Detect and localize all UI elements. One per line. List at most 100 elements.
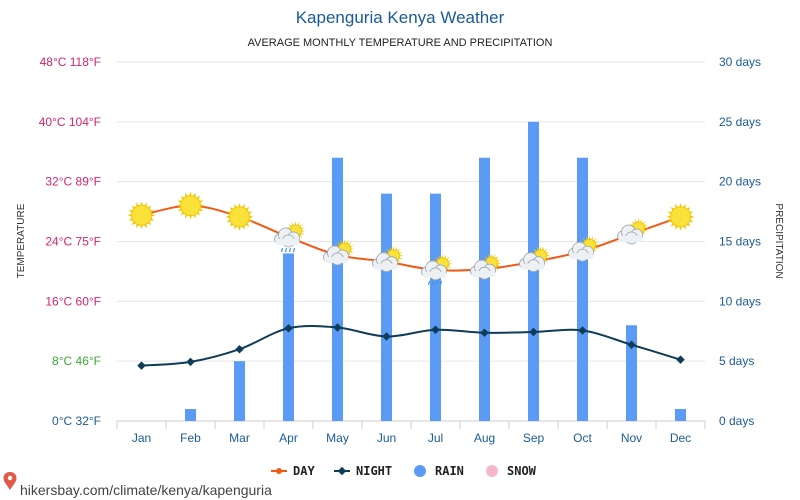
cloud-base (569, 253, 594, 260)
night-point (578, 326, 587, 335)
cloud-base (373, 263, 398, 270)
cloud-base (324, 256, 349, 263)
cloud-base (618, 236, 643, 243)
night-point (137, 361, 146, 370)
cloud-sun-icon (372, 245, 404, 273)
rain-bar (479, 157, 490, 421)
month-label: Jul (428, 431, 443, 445)
night-point (284, 324, 293, 333)
legend-swatch-marker (337, 466, 347, 476)
rain-drop (431, 280, 435, 286)
legend: DAY NIGHT RAIN SNOW (271, 464, 537, 478)
chart-title: Kapenguria Kenya Weather (296, 8, 505, 27)
night-point (480, 328, 489, 337)
month-label: Sep (523, 431, 545, 445)
legend-item-day: DAY (271, 464, 315, 478)
sun-icon (225, 202, 254, 231)
temperature-lines (137, 204, 685, 370)
sun-icon (666, 202, 695, 231)
legend-item-rain: RAIN (414, 464, 464, 478)
chart-subtitle: AVERAGE MONTHLY TEMPERATURE AND PRECIPIT… (248, 37, 553, 49)
right-axis-title: PRECIPITATION (773, 203, 784, 278)
right-tick-label: 25 days (719, 115, 761, 129)
month-label: Oct (573, 431, 592, 445)
rain-bar (577, 157, 588, 421)
rain-bar (626, 325, 637, 421)
sun-disc (229, 206, 250, 228)
rain-bar (430, 193, 441, 421)
left-axis-title: TEMPERATURE (16, 203, 27, 278)
legend-label: NIGHT (356, 464, 392, 478)
rain-bar (332, 157, 343, 421)
rain-bar (234, 361, 245, 421)
month-label: Apr (279, 431, 298, 445)
legend-swatch-marker (276, 468, 282, 474)
night-point (627, 340, 636, 349)
cloud-sun-icon (323, 238, 355, 266)
left-tick-label: 16°C 60°F (45, 294, 101, 308)
left-tick-label: 0°C 32°F (52, 414, 101, 428)
month-label: May (326, 431, 349, 445)
sun-icon (127, 201, 156, 230)
footer: hikersbay.com/climate/kenya/kapenguria (3, 472, 272, 498)
night-point (676, 355, 685, 364)
month-label: Dec (670, 431, 691, 445)
left-axis-ticks: 0°C 32°F 8°C 46°F 16°C 60°F 24°C 75°F 32°C 8… (39, 55, 101, 428)
month-label: Mar (229, 431, 250, 445)
rain-bar (675, 409, 686, 421)
cloud-rain-icon (421, 253, 453, 286)
cloud-sun-icon (617, 218, 649, 245)
cloud-sun-icon (470, 253, 502, 280)
right-tick-label: 15 days (719, 235, 761, 249)
legend-item-night: NIGHT (334, 464, 392, 478)
cloud-shape (421, 260, 447, 281)
legend-swatch-dot (414, 465, 426, 477)
sun-disc (670, 206, 691, 228)
month-label: Jan (132, 431, 151, 445)
legend-label: RAIN (435, 464, 464, 478)
month-label: Nov (621, 431, 642, 445)
cloud-shape (274, 227, 300, 248)
right-tick-label: 20 days (719, 175, 761, 189)
rain-drop (292, 247, 296, 253)
cloud-sun-icon (519, 245, 551, 273)
night-point (186, 357, 195, 367)
cloud-base (520, 263, 545, 270)
rain-drop (427, 280, 431, 286)
cloud-shape (519, 252, 545, 273)
left-tick-label: 24°C 75°F (45, 235, 101, 249)
location-pin-icon (3, 472, 17, 490)
rain-bar (283, 253, 294, 421)
night-point (431, 325, 440, 334)
night-point (333, 323, 342, 332)
left-tick-label: 48°C 118°F (40, 55, 101, 69)
month-label: Aug (474, 431, 495, 445)
cloud-shape (568, 241, 594, 262)
rain-drop (439, 280, 443, 286)
sun-icon (176, 191, 205, 220)
left-tick-label: 8°C 46°F (52, 354, 101, 368)
left-tick-label: 32°C 89°F (45, 175, 101, 189)
day-line (141, 204, 681, 272)
cloud-rain-icon (274, 221, 306, 253)
legend-label: SNOW (507, 464, 537, 478)
cloud-shape (617, 224, 643, 245)
rain-drop (288, 247, 292, 253)
footer-url: hikersbay.com/climate/kenya/kapenguria (20, 482, 272, 498)
night-point (235, 344, 244, 354)
month-labels: Jan Feb Mar Apr May Jun Jul Aug Sep Oct Nov Dec (132, 431, 691, 445)
rain-drop (280, 247, 284, 253)
right-tick-label: 10 days (719, 294, 761, 308)
cloud-sun-icon (568, 235, 600, 262)
grid-lines (116, 61, 706, 429)
legend-item-snow: SNOW (486, 464, 537, 478)
cloud-base (471, 271, 496, 278)
left-tick-label: 40°C 104°F (39, 115, 101, 129)
cloud-base (275, 239, 300, 246)
rain-bar (381, 193, 392, 421)
cloud-shape (470, 259, 496, 280)
cloud-base (422, 271, 447, 278)
night-point (382, 332, 391, 341)
rain-bar (185, 409, 196, 421)
